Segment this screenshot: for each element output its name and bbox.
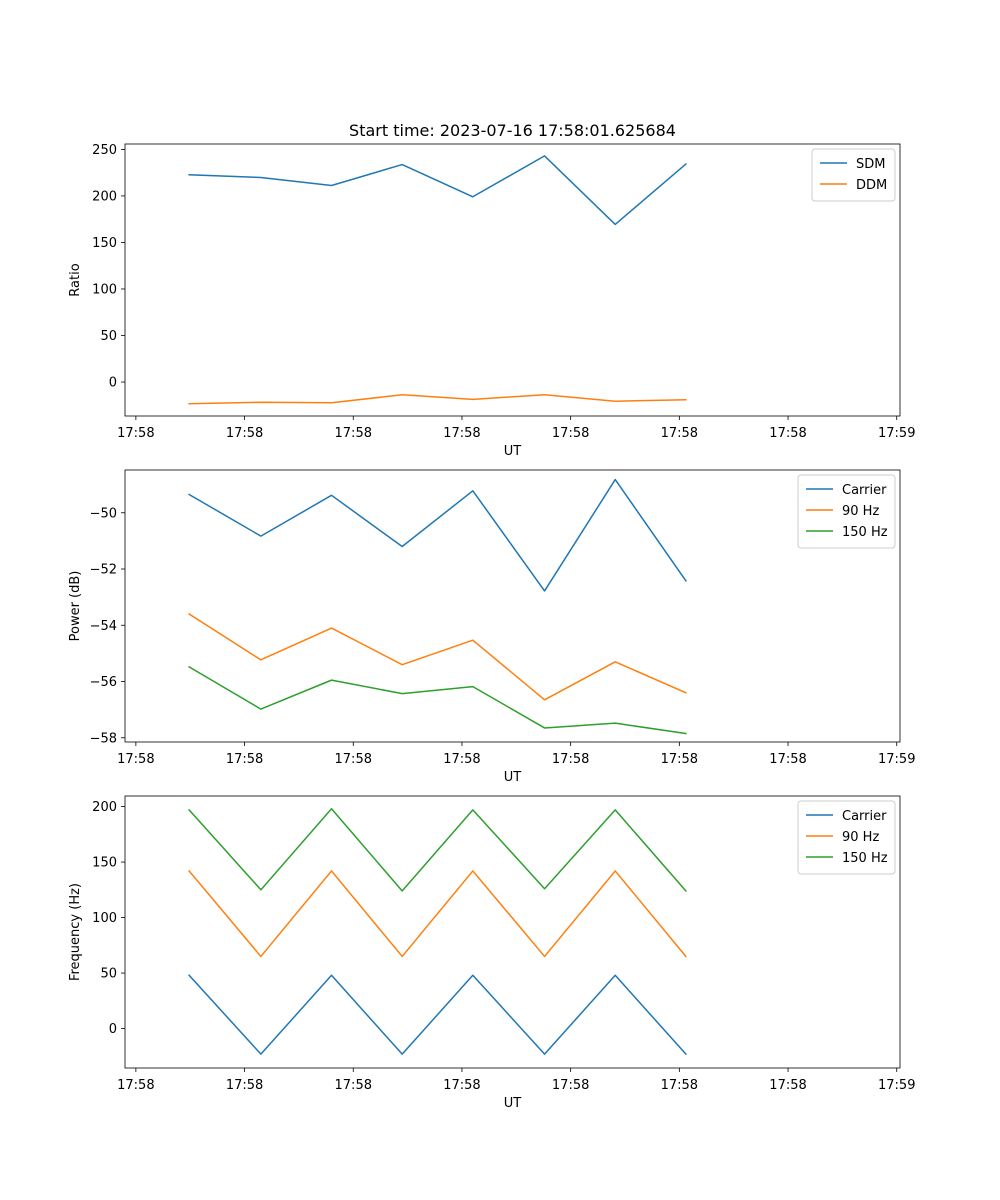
x-tick-label: 17:58 <box>226 752 263 767</box>
y-tick-label: 200 <box>92 189 117 204</box>
x-tick-label: 17:58 <box>661 1078 698 1093</box>
legend-label: 150 Hz <box>842 525 888 540</box>
series-line-ddm <box>188 394 687 405</box>
series-line-150-hz <box>188 665 687 735</box>
y-axis-label: Ratio <box>68 263 83 296</box>
y-tick-label: −56 <box>90 675 117 690</box>
legend: Carrier 90 Hz 150 Hz <box>797 800 896 875</box>
x-tick-label: 17:58 <box>769 752 806 767</box>
x-tick-label: 17:59 <box>878 752 915 767</box>
x-tick-label: 17:58 <box>769 1078 806 1093</box>
x-tick-label: 17:58 <box>117 752 154 767</box>
series-line-150-hz <box>188 808 687 892</box>
x-tick-label: 17:58 <box>552 1078 589 1093</box>
series-line-carrier <box>188 974 687 1056</box>
x-tick-label: 17:58 <box>335 752 372 767</box>
x-tick-label: 17:58 <box>335 1078 372 1093</box>
axes-frame <box>124 795 901 1069</box>
x-tick-label: 17:58 <box>117 426 154 441</box>
x-tick-label: 17:58 <box>443 1078 480 1093</box>
x-tick-label: 17:58 <box>769 426 806 441</box>
x-axis-label: UT <box>504 444 522 459</box>
x-tick-label: 17:58 <box>552 752 589 767</box>
y-tick-label: 50 <box>100 967 117 982</box>
x-tick-label: 17:58 <box>661 752 698 767</box>
x-tick-label: 17:58 <box>443 426 480 441</box>
series-line-carrier <box>188 478 687 592</box>
chart-panel-3: 17:58 17:58 17:58 17:58 17:58 17:58 17:58 17:59… <box>68 795 915 1111</box>
x-tick-label: 17:58 <box>552 426 589 441</box>
axes-frame <box>124 469 901 743</box>
legend-label: DDM <box>856 178 887 193</box>
x-tick-label: 17:58 <box>661 426 698 441</box>
legend-label: Carrier <box>842 809 887 824</box>
series-line-sdm <box>188 155 687 226</box>
x-axis-label: UT <box>504 770 522 785</box>
y-tick-label: 250 <box>92 143 117 158</box>
y-tick-label: 0 <box>109 1022 117 1037</box>
y-tick-label: 100 <box>92 282 117 297</box>
y-tick-label: 150 <box>92 856 117 871</box>
y-tick-label: −50 <box>90 506 117 521</box>
y-axis-label: Frequency (Hz) <box>68 883 83 981</box>
series-line-90-hz <box>188 612 687 701</box>
legend-label: SDM <box>856 157 885 172</box>
y-tick-label: −54 <box>90 619 117 634</box>
chart-panel-1: Start time: 2023-07-16 17:58:01.625684 17… <box>68 121 915 459</box>
axes-frame <box>124 143 901 417</box>
x-tick-label: 17:58 <box>443 752 480 767</box>
series-line-90-hz <box>188 869 687 958</box>
legend-frame <box>797 474 896 549</box>
legend: SDM DDM <box>811 148 896 202</box>
legend-label: 150 Hz <box>842 851 888 866</box>
y-tick-label: 0 <box>109 376 117 391</box>
x-axis-label: UT <box>504 1096 522 1111</box>
legend-label: 90 Hz <box>842 830 879 845</box>
x-tick-label: 17:58 <box>226 1078 263 1093</box>
y-tick-label: 100 <box>92 911 117 926</box>
legend-frame <box>811 148 896 202</box>
legend-frame <box>797 800 896 875</box>
x-tick-label: 17:59 <box>878 1078 915 1093</box>
legend-label: Carrier <box>842 483 887 498</box>
x-tick-label: 17:58 <box>117 1078 154 1093</box>
y-tick-label: −58 <box>90 731 117 746</box>
x-tick-label: 17:58 <box>335 426 372 441</box>
x-tick-label: 17:59 <box>878 426 915 441</box>
y-tick-label: −52 <box>90 563 117 578</box>
chart-panel-2: 17:58 17:58 17:58 17:58 17:58 17:58 17:58 17:59… <box>68 469 915 785</box>
y-axis-label: Power (dB) <box>68 571 83 642</box>
legend-label: 90 Hz <box>842 504 879 519</box>
y-tick-label: 200 <box>92 800 117 815</box>
y-tick-label: 50 <box>100 329 117 344</box>
y-tick-label: 150 <box>92 236 117 251</box>
legend: Carrier 90 Hz 150 Hz <box>797 474 896 549</box>
chart-title: Start time: 2023-07-16 17:58:01.625684 <box>349 121 676 140</box>
x-tick-label: 17:58 <box>226 426 263 441</box>
